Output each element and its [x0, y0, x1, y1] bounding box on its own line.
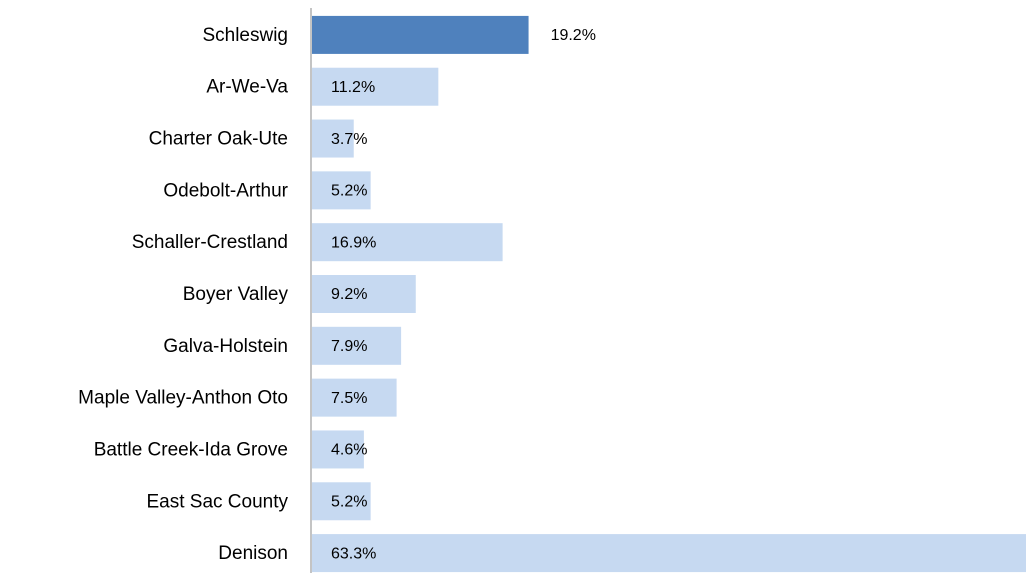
- data-label: 16.9%: [331, 234, 376, 251]
- category-label: Boyer Valley: [183, 284, 289, 305]
- category-label: Battle Creek-Ida Grove: [94, 439, 288, 460]
- category-label: East Sac County: [146, 491, 288, 512]
- category-label: Odebolt-Arthur: [163, 180, 288, 201]
- category-label: Ar-We-Va: [206, 77, 288, 98]
- data-label: 63.3%: [331, 545, 376, 562]
- data-label: 11.2%: [331, 79, 375, 96]
- bar: [312, 430, 364, 469]
- bar: [312, 326, 402, 365]
- bar: [312, 534, 1026, 573]
- data-label: 9.2%: [331, 286, 367, 303]
- category-label: Maple Valley-Anthon Oto: [78, 388, 288, 409]
- data-label: 19.2%: [551, 27, 596, 44]
- bar: [312, 378, 397, 417]
- category-label: Galva-Holstein: [163, 336, 288, 357]
- data-label: 7.5%: [331, 390, 367, 407]
- category-label: Denison: [218, 543, 288, 564]
- data-label: 7.9%: [331, 338, 367, 355]
- data-label: 5.2%: [331, 183, 367, 200]
- data-label: 4.6%: [331, 442, 367, 459]
- bar: [312, 15, 529, 54]
- data-label: 3.7%: [331, 131, 367, 148]
- category-label: Schleswig: [202, 25, 288, 46]
- bar: [312, 482, 371, 521]
- category-label: Schaller-Crestland: [132, 232, 288, 253]
- bar: [312, 171, 371, 210]
- bar: [312, 275, 416, 313]
- bar: [312, 67, 439, 106]
- category-label: Charter Oak-Ute: [149, 129, 288, 150]
- bar: [312, 119, 354, 158]
- bar: [312, 223, 503, 262]
- data-label: 5.2%: [331, 493, 367, 510]
